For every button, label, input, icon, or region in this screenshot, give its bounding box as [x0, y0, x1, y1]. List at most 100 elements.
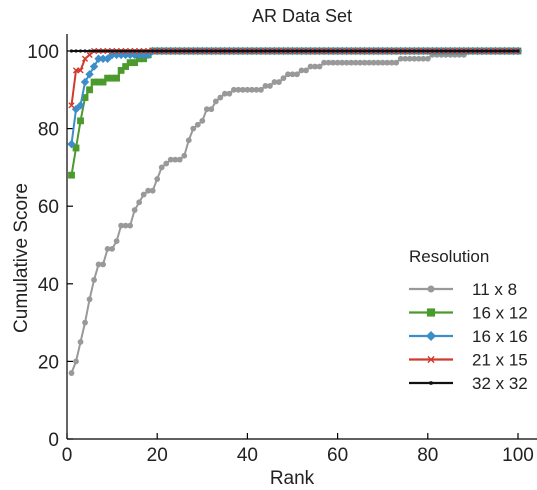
- data-point: [230, 86, 237, 93]
- data-point: [96, 49, 101, 53]
- data-point: [149, 187, 156, 194]
- data-point: [358, 49, 362, 53]
- data-point: [109, 245, 115, 252]
- x-axis-label: Rank: [270, 468, 315, 489]
- data-point: [140, 191, 147, 198]
- y-tick-label: 60: [38, 197, 59, 218]
- chart-title: AR Data Set: [252, 6, 352, 26]
- data-point: [95, 78, 102, 86]
- data-point: [381, 49, 385, 53]
- legend-item: 16 x 16: [409, 327, 528, 346]
- data-point: [439, 49, 443, 53]
- data-point: [376, 49, 380, 53]
- data-point: [294, 71, 300, 78]
- data-point: [232, 49, 236, 53]
- data-point: [110, 49, 114, 53]
- data-point: [411, 55, 418, 62]
- data-point: [133, 49, 137, 53]
- series-layer: [67, 46, 523, 376]
- data-point: [95, 261, 102, 268]
- data-point: [107, 50, 117, 60]
- data-point: [126, 59, 134, 67]
- data-point: [227, 49, 231, 53]
- data-point: [117, 67, 125, 74]
- legend-item: 32 x 32: [409, 374, 528, 393]
- y-axis-ticks: 0 20 40 60 80 100: [27, 42, 73, 451]
- data-point: [212, 98, 219, 105]
- data-point: [191, 49, 195, 53]
- data-point: [280, 75, 287, 82]
- data-point: [406, 55, 413, 62]
- series-line: [70, 50, 518, 176]
- data-point: [286, 49, 290, 53]
- data-point: [339, 59, 346, 66]
- data-point: [199, 117, 206, 124]
- data-point: [484, 49, 489, 53]
- data-point: [72, 144, 80, 152]
- data-point: [271, 79, 278, 85]
- data-point: [281, 49, 286, 53]
- data-point: [76, 101, 85, 110]
- data-point: [420, 55, 427, 62]
- data-point: [430, 49, 434, 53]
- data-point: [67, 139, 76, 149]
- legend-label: 21 x 15: [472, 351, 528, 370]
- y-axis-label: Cumulative Score: [11, 183, 32, 333]
- data-point: [241, 49, 245, 53]
- x-tick-label: 0: [62, 445, 73, 466]
- data-point: [205, 49, 209, 53]
- data-point: [349, 49, 353, 53]
- data-point: [516, 49, 520, 53]
- data-point: [112, 50, 121, 60]
- legend-marker: [429, 381, 433, 385]
- data-point: [345, 49, 349, 53]
- data-point: [330, 59, 336, 66]
- data-point: [105, 49, 110, 53]
- data-point: [72, 67, 80, 74]
- data-point: [370, 59, 377, 66]
- data-point: [435, 49, 439, 53]
- data-point: [131, 59, 139, 67]
- data-point: [155, 49, 159, 53]
- data-point: [98, 54, 108, 63]
- data-point: [196, 49, 200, 53]
- legend-item: 16 x 12: [409, 304, 528, 323]
- y-tick-label: 20: [38, 352, 59, 373]
- data-point: [295, 49, 299, 53]
- data-point: [128, 49, 132, 53]
- legend: Resolution 11 x 8 16 x 12 16 x 16 21 x 15 32…: [409, 247, 528, 393]
- series-line: [70, 50, 518, 374]
- data-point: [375, 59, 382, 66]
- data-point: [480, 49, 484, 53]
- data-point: [308, 49, 313, 53]
- legend-title: Resolution: [409, 247, 489, 266]
- data-point: [178, 49, 182, 53]
- data-point: [81, 94, 89, 101]
- data-point: [322, 49, 326, 53]
- data-point: [82, 319, 88, 326]
- data-point: [164, 49, 168, 53]
- data-point: [331, 49, 335, 53]
- y-tick-label: 40: [38, 275, 59, 296]
- data-point: [361, 59, 368, 66]
- data-point: [290, 49, 295, 53]
- data-point: [334, 59, 341, 66]
- data-point: [124, 49, 128, 53]
- data-point: [74, 49, 78, 53]
- data-point: [343, 59, 350, 66]
- data-point: [444, 49, 448, 53]
- data-point: [91, 277, 97, 283]
- data-point: [394, 49, 398, 53]
- legend-marker: [427, 355, 435, 364]
- data-point: [502, 49, 507, 53]
- data-point: [415, 55, 422, 62]
- data-point: [108, 74, 116, 82]
- series-32x32: [69, 49, 520, 53]
- data-point: [122, 63, 130, 70]
- data-point: [277, 49, 281, 53]
- data-point: [336, 49, 340, 53]
- series-11x8: [68, 48, 521, 376]
- data-point: [354, 49, 358, 53]
- data-point: [352, 59, 359, 66]
